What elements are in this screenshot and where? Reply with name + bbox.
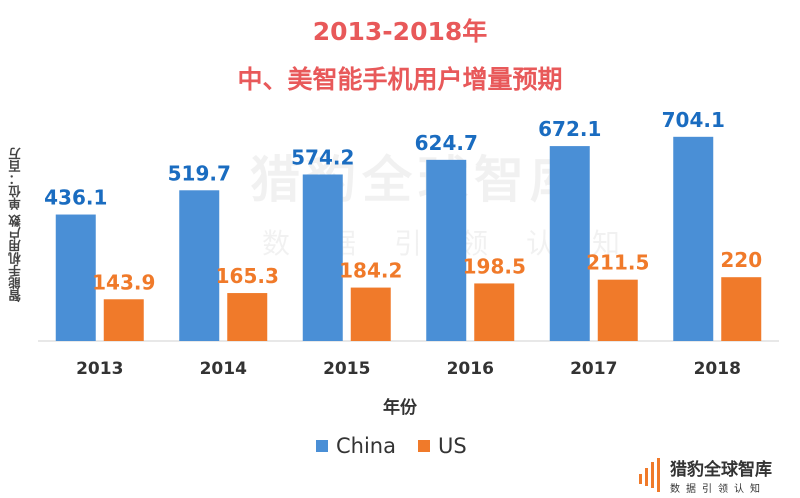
data-label-us-2017: 211.5 — [586, 251, 649, 275]
logo-bars-icon — [639, 458, 660, 492]
data-label-us-2013: 143.9 — [92, 270, 155, 294]
x-tick-label-2018: 2018 — [694, 359, 741, 379]
data-label-us-2014: 165.3 — [216, 264, 279, 288]
legend-label-us: US — [438, 434, 467, 458]
bar-us-2016 — [474, 283, 515, 341]
chart-title: 2013-2018年 — [312, 17, 488, 46]
data-label-china-2016: 624.7 — [415, 131, 478, 155]
data-label-china-2013: 436.1 — [44, 186, 107, 210]
bar-us-2013 — [103, 299, 144, 341]
legend-swatch-us — [418, 440, 430, 452]
x-tick-label-2013: 2013 — [76, 359, 123, 379]
logo: 猎豹全球智库 数据引领认知 — [638, 455, 772, 495]
bar-china-2014 — [179, 190, 220, 341]
chart-subtitle: 中、美智能手机用户增量预期 — [237, 65, 563, 94]
logo-name: 猎豹全球智库 — [670, 460, 772, 480]
x-tick-label-2015: 2015 — [323, 359, 370, 379]
bar-us-2017 — [597, 279, 638, 341]
x-axis-label: 年份 — [383, 398, 417, 418]
legend-swatch-china — [316, 440, 328, 452]
bar-china-2016 — [426, 159, 467, 341]
data-label-us-2015: 184.2 — [339, 259, 402, 283]
data-label-china-2015: 574.2 — [291, 145, 354, 169]
bar-us-2014 — [227, 293, 268, 341]
bar-us-2018 — [721, 277, 762, 341]
x-tick-label-2016: 2016 — [447, 359, 494, 379]
data-label-us-2016: 198.5 — [463, 254, 526, 278]
x-tick-label-2017: 2017 — [570, 359, 617, 379]
legend-label-china: China — [336, 434, 396, 458]
bar-china-2013 — [55, 214, 96, 341]
data-label-china-2018: 704.1 — [662, 108, 725, 132]
bar-china-2015 — [302, 174, 343, 341]
x-tick-label-2014: 2014 — [200, 359, 247, 379]
legend-item-us: US — [418, 434, 467, 458]
bar-china-2018 — [673, 136, 714, 341]
data-label-china-2017: 672.1 — [538, 117, 601, 141]
data-label-china-2014: 519.7 — [168, 161, 231, 185]
bar-china-2017 — [549, 146, 590, 341]
logo-slogan: 数据引领认知 — [670, 484, 766, 495]
bar-us-2015 — [350, 287, 391, 341]
legend: China US — [316, 434, 489, 458]
legend-item-china: China — [316, 434, 396, 458]
data-label-us-2018: 220 — [720, 248, 762, 272]
